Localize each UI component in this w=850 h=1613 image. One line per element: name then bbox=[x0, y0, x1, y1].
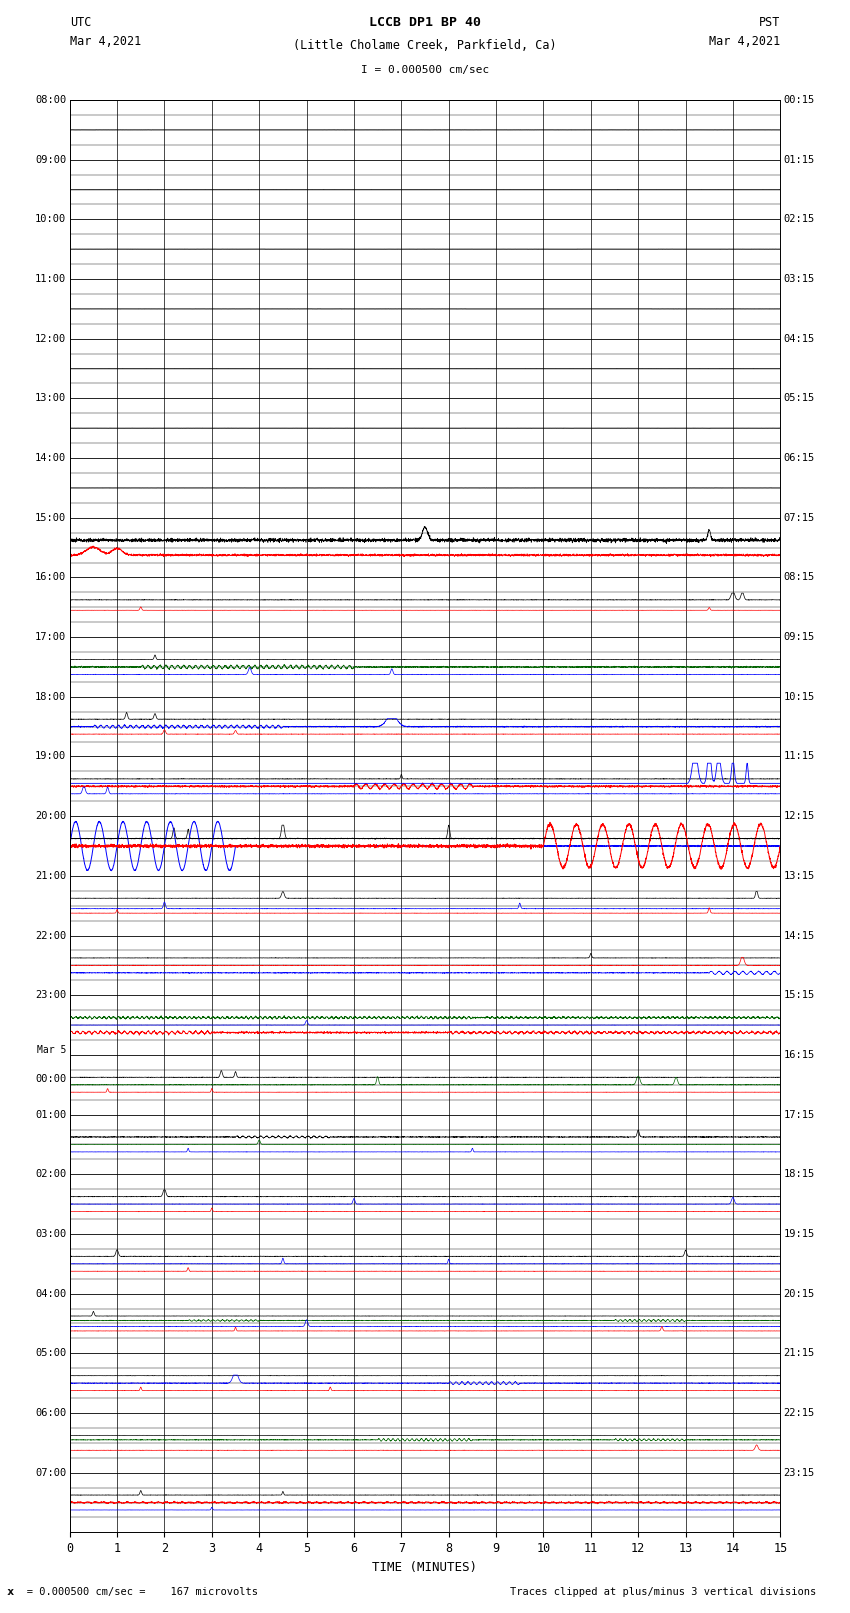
Text: 02:00: 02:00 bbox=[35, 1169, 66, 1179]
Text: 08:15: 08:15 bbox=[784, 573, 815, 582]
Text: 22:15: 22:15 bbox=[784, 1408, 815, 1418]
Text: 20:00: 20:00 bbox=[35, 811, 66, 821]
Text: 22:00: 22:00 bbox=[35, 931, 66, 940]
Text: 06:15: 06:15 bbox=[784, 453, 815, 463]
Text: 01:15: 01:15 bbox=[784, 155, 815, 165]
Text: 10:00: 10:00 bbox=[35, 215, 66, 224]
Text: 02:15: 02:15 bbox=[784, 215, 815, 224]
Text: 06:00: 06:00 bbox=[35, 1408, 66, 1418]
Text: 14:00: 14:00 bbox=[35, 453, 66, 463]
Text: Mar 4,2021: Mar 4,2021 bbox=[709, 35, 780, 48]
Text: 05:15: 05:15 bbox=[784, 394, 815, 403]
Text: 10:15: 10:15 bbox=[784, 692, 815, 702]
Text: 18:00: 18:00 bbox=[35, 692, 66, 702]
Text: 03:15: 03:15 bbox=[784, 274, 815, 284]
Text: Mar 4,2021: Mar 4,2021 bbox=[70, 35, 141, 48]
X-axis label: TIME (MINUTES): TIME (MINUTES) bbox=[372, 1561, 478, 1574]
Text: 07:15: 07:15 bbox=[784, 513, 815, 523]
Text: 21:00: 21:00 bbox=[35, 871, 66, 881]
Text: 03:00: 03:00 bbox=[35, 1229, 66, 1239]
Text: Traces clipped at plus/minus 3 vertical divisions: Traces clipped at plus/minus 3 vertical … bbox=[510, 1587, 816, 1597]
Text: 04:00: 04:00 bbox=[35, 1289, 66, 1298]
Text: UTC: UTC bbox=[70, 16, 91, 29]
Text: 19:15: 19:15 bbox=[784, 1229, 815, 1239]
Text: 14:15: 14:15 bbox=[784, 931, 815, 940]
Text: 11:15: 11:15 bbox=[784, 752, 815, 761]
Text: 12:15: 12:15 bbox=[784, 811, 815, 821]
Text: 09:15: 09:15 bbox=[784, 632, 815, 642]
Text: 05:00: 05:00 bbox=[35, 1348, 66, 1358]
Text: 04:15: 04:15 bbox=[784, 334, 815, 344]
Text: 07:00: 07:00 bbox=[35, 1468, 66, 1478]
Text: 01:00: 01:00 bbox=[35, 1110, 66, 1119]
Text: 17:00: 17:00 bbox=[35, 632, 66, 642]
Text: 12:00: 12:00 bbox=[35, 334, 66, 344]
Text: 00:00: 00:00 bbox=[35, 1074, 66, 1084]
Text: 21:15: 21:15 bbox=[784, 1348, 815, 1358]
Text: 15:15: 15:15 bbox=[784, 990, 815, 1000]
Text: x: x bbox=[7, 1587, 14, 1597]
Text: 16:00: 16:00 bbox=[35, 573, 66, 582]
Text: 15:00: 15:00 bbox=[35, 513, 66, 523]
Text: 20:15: 20:15 bbox=[784, 1289, 815, 1298]
Text: 23:00: 23:00 bbox=[35, 990, 66, 1000]
Text: 00:15: 00:15 bbox=[784, 95, 815, 105]
Text: (Little Cholame Creek, Parkfield, Ca): (Little Cholame Creek, Parkfield, Ca) bbox=[293, 39, 557, 52]
Text: x  = 0.000500 cm/sec =    167 microvolts: x = 0.000500 cm/sec = 167 microvolts bbox=[8, 1587, 258, 1597]
Text: 16:15: 16:15 bbox=[784, 1050, 815, 1060]
Text: 13:15: 13:15 bbox=[784, 871, 815, 881]
Text: PST: PST bbox=[759, 16, 780, 29]
Text: 23:15: 23:15 bbox=[784, 1468, 815, 1478]
Text: Mar 5: Mar 5 bbox=[37, 1045, 66, 1055]
Text: I = 0.000500 cm/sec: I = 0.000500 cm/sec bbox=[361, 65, 489, 74]
Text: 18:15: 18:15 bbox=[784, 1169, 815, 1179]
Text: LCCB DP1 BP 40: LCCB DP1 BP 40 bbox=[369, 16, 481, 29]
Text: 09:00: 09:00 bbox=[35, 155, 66, 165]
Text: 08:00: 08:00 bbox=[35, 95, 66, 105]
Text: 13:00: 13:00 bbox=[35, 394, 66, 403]
Text: 19:00: 19:00 bbox=[35, 752, 66, 761]
Text: 17:15: 17:15 bbox=[784, 1110, 815, 1119]
Text: 11:00: 11:00 bbox=[35, 274, 66, 284]
